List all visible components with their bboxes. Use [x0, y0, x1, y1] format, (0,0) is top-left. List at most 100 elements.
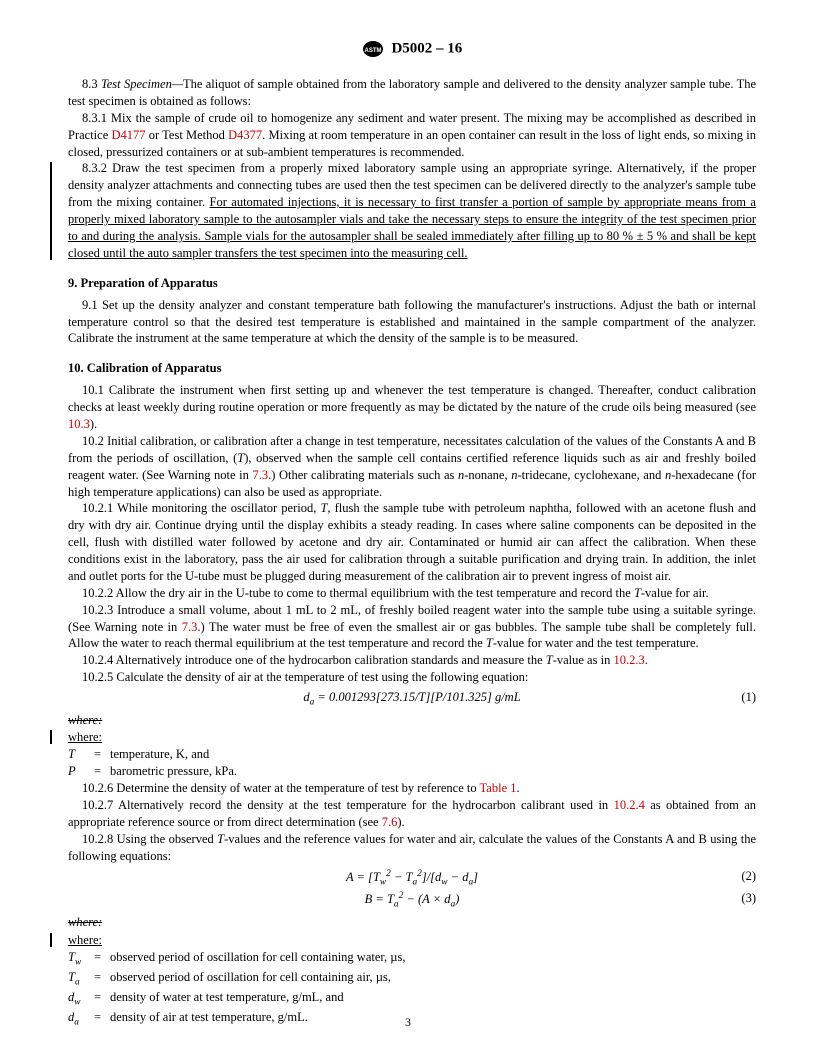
where-def: observed period of oscillation for cell … — [110, 949, 756, 969]
where-sym: Ta — [68, 969, 94, 989]
where-eq: = — [94, 949, 110, 969]
sec-num: 9.1 — [82, 298, 98, 312]
sec-num: 10.2.5 — [82, 670, 113, 684]
page-number: 3 — [0, 1015, 816, 1030]
eq-num: (3) — [741, 891, 756, 906]
where-eq: = — [94, 763, 110, 780]
para-10-2-7: 10.2.7 Alternatively record the density … — [68, 797, 756, 831]
sec-text: Allow the dry air in the U-tube to come … — [113, 586, 634, 600]
where: where: — [68, 932, 102, 949]
sec-num: 10.2.8 — [82, 832, 113, 846]
sec-text: . — [517, 781, 520, 795]
section-9-title: 9. Preparation of Apparatus — [68, 276, 756, 291]
where-eq: = — [94, 746, 110, 763]
sec-num: 8.3 — [82, 77, 98, 91]
ref-link: 7.3 — [252, 468, 268, 482]
where-sym: Tw — [68, 949, 94, 969]
ref-link: 7.3 — [182, 620, 198, 634]
where-sym: T — [68, 746, 94, 763]
ref-link: Table 1 — [480, 781, 517, 795]
sec-label: Test Specimen— — [101, 77, 183, 91]
where-def: barometric pressure, kPa. — [110, 763, 756, 780]
where-def: observed period of oscillation for cell … — [110, 969, 756, 989]
sec-text: Alternatively record the density at the … — [113, 798, 613, 812]
sec-text: Using the observed — [113, 832, 217, 846]
where-row: P = barometric pressure, kPa. — [68, 763, 756, 780]
where-sym: P — [68, 763, 94, 780]
sec-text: Alternatively introduce one of the hydro… — [113, 653, 546, 667]
sec-text: Calculate the density of air at the temp… — [113, 670, 528, 684]
where-sym: dw — [68, 989, 94, 1009]
eq-text: da = 0.001293[273.15/T][P/101.325] g/mL — [303, 690, 520, 704]
where-row: dw = density of water at test temperatur… — [68, 989, 756, 1009]
sec-num: 8.3.2 — [82, 161, 107, 175]
where-eq: = — [94, 969, 110, 989]
ref-link: 10.2.3 — [613, 653, 644, 667]
ref-link: D4177 — [111, 128, 145, 142]
equation-2: A = [Tw2 − Ta2]/[dw − da] (2) — [68, 869, 756, 888]
where-row: Tw = observed period of oscillation for … — [68, 949, 756, 969]
where-list-1: T = temperature, K, and P = barometric p… — [68, 746, 756, 780]
para-8-3: 8.3 Test Specimen—The aliquot of sample … — [68, 76, 756, 110]
where-def: temperature, K, and — [110, 746, 756, 763]
changebar: 8.3.2 Draw the test specimen from a prop… — [68, 160, 756, 261]
sec-text: ). — [90, 417, 97, 431]
sec-num: 10.2.6 — [82, 781, 113, 795]
para-10-2: 10.2 Initial calibration, or calibration… — [68, 433, 756, 501]
sec-text: .) Other calibrating materials such as — [268, 468, 458, 482]
sec-text: -value for water and the test temperatur… — [493, 636, 699, 650]
equation-3: B = Ta2 − (A × da) (3) — [68, 891, 756, 910]
para-10-2-3: 10.2.3 Introduce a small volume, about 1… — [68, 602, 756, 653]
para-9-1: 9.1 Set up the density analyzer and cons… — [68, 297, 756, 348]
eq-text: A = [Tw2 − Ta2]/[dw − da] — [346, 870, 478, 884]
sec-text: -value as in — [553, 653, 614, 667]
sec-text: Calibrate the instrument when first sett… — [68, 383, 756, 414]
where-strike: where: — [68, 712, 756, 729]
sec-text: -tridecane, cyclohexane, and — [517, 468, 665, 482]
header: ASTM D5002 – 16 — [68, 40, 756, 58]
var-t: T — [486, 636, 493, 650]
para-10-2-4: 10.2.4 Alternatively introduce one of th… — [68, 652, 756, 669]
para-10-2-5: 10.2.5 Calculate the density of air at t… — [68, 669, 756, 686]
where-def: density of water at test temperature, g/… — [110, 989, 756, 1009]
ref-link: 7.6 — [382, 815, 398, 829]
var-t: T — [634, 586, 641, 600]
sec-num: 8.3.1 — [82, 111, 107, 125]
sec-num: 10.2.4 — [82, 653, 113, 667]
svg-text:ASTM: ASTM — [364, 48, 381, 54]
where: where: — [68, 729, 102, 746]
where-row: T = temperature, K, and — [68, 746, 756, 763]
designation: D5002 – 16 — [391, 40, 462, 56]
sec-text: Set up the density analyzer and constant… — [68, 298, 756, 346]
sec-text: ). — [397, 815, 404, 829]
sec-text: or Test Method — [146, 128, 229, 142]
sec-num: 10.2 — [82, 434, 104, 448]
eq-text: B = Ta2 − (A × da) — [365, 892, 460, 906]
sec-text: While monitoring the oscillator period, — [113, 501, 320, 515]
section-10-title: 10. Calibration of Apparatus — [68, 361, 756, 376]
ref-link: 10.2.4 — [614, 798, 645, 812]
sec-num: 10.1 — [82, 383, 104, 397]
changebar: where: — [68, 931, 756, 949]
para-10-1: 10.1 Calibrate the instrument when first… — [68, 382, 756, 433]
sec-text: -nonane, — [464, 468, 511, 482]
where-strike: where: — [68, 914, 756, 931]
para-10-2-6: 10.2.6 Determine the density of water at… — [68, 780, 756, 797]
ref-link: D4377 — [228, 128, 262, 142]
eq-num: (2) — [741, 869, 756, 884]
sec-num: 10.2.2 — [82, 586, 113, 600]
para-10-2-1: 10.2.1 While monitoring the oscillator p… — [68, 500, 756, 584]
sec-num: 10.2.7 — [82, 798, 113, 812]
sec-text: -value for air. — [641, 586, 709, 600]
eq-num: (1) — [741, 690, 756, 705]
para-8-3-2: 8.3.2 Draw the test specimen from a prop… — [68, 160, 756, 261]
para-10-2-8: 10.2.8 Using the observed T-values and t… — [68, 831, 756, 865]
ref-link: 10.3 — [68, 417, 90, 431]
sec-text: . — [645, 653, 648, 667]
where-eq: = — [94, 989, 110, 1009]
equation-1: da = 0.001293[273.15/T][P/101.325] g/mL … — [68, 690, 756, 708]
astm-logo: ASTM — [362, 40, 384, 58]
sec-text: Determine the density of water at the te… — [113, 781, 479, 795]
para-10-2-2: 10.2.2 Allow the dry air in the U-tube t… — [68, 585, 756, 602]
where-row: Ta = observed period of oscillation for … — [68, 969, 756, 989]
